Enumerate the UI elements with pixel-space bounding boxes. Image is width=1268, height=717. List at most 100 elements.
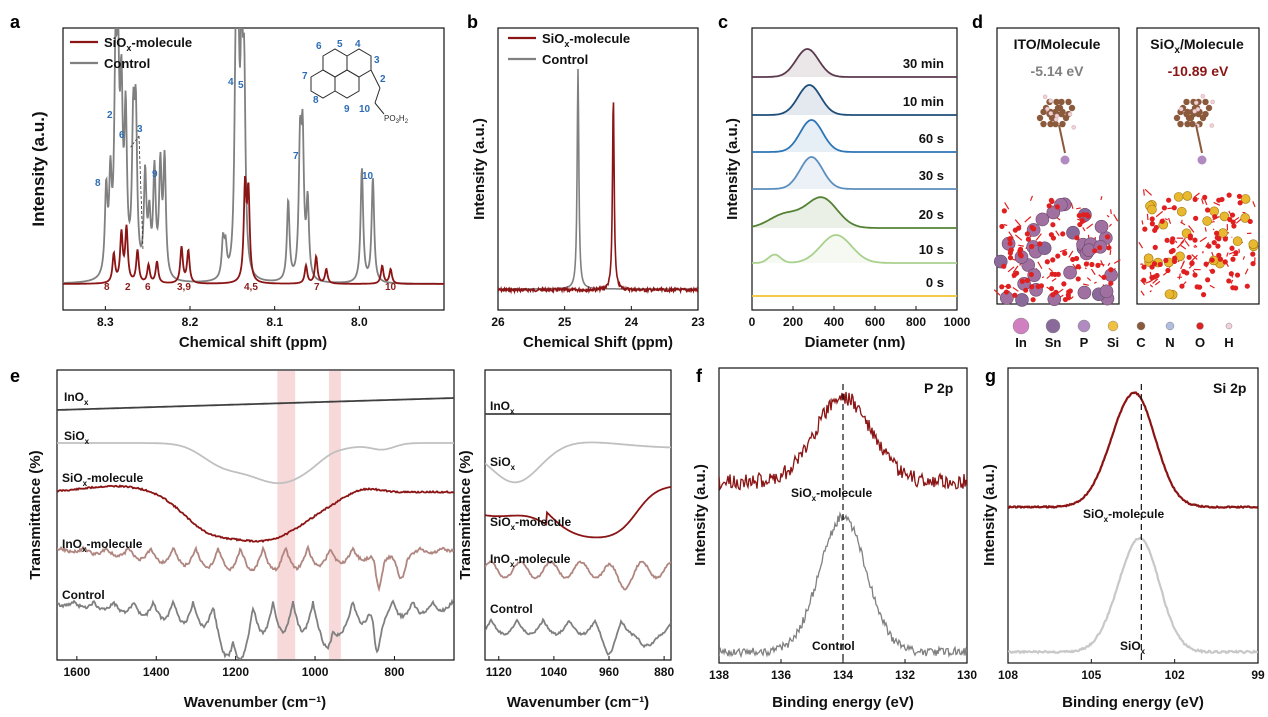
bond [1083, 283, 1089, 286]
bond [1191, 254, 1198, 260]
oxygen-atom [1170, 247, 1176, 254]
oxygen-atom [1192, 237, 1198, 243]
e-series-inox [57, 397, 454, 411]
oxygen-atom [1012, 292, 1018, 298]
oxygen-atom [1076, 212, 1082, 219]
carbon-atom [1052, 108, 1059, 116]
bond [1174, 240, 1178, 244]
oxygen-atom [1215, 243, 1221, 249]
oxygen-atom [1028, 271, 1034, 278]
hydrogen-atom [1048, 98, 1053, 104]
carbon-atom [1065, 98, 1072, 106]
atom-legend-marker [1012, 317, 1030, 335]
bond [1100, 196, 1103, 201]
oxygen-atom [1194, 284, 1200, 290]
hydrogen-atom [1210, 99, 1215, 105]
oxygen-atom [1025, 236, 1032, 242]
oxygen-atom [1007, 240, 1013, 247]
bond [1099, 263, 1105, 266]
carbon-atom [1189, 120, 1196, 128]
oxygen-atom [1065, 295, 1072, 301]
oxygen-atom [1050, 235, 1057, 241]
oxygen-atom [1163, 257, 1169, 263]
oxygen-atom [1101, 274, 1107, 280]
hydrogen-atom [1178, 106, 1184, 112]
molecule-peak-2: 2 [125, 282, 131, 293]
oxygen-atom [1227, 216, 1233, 223]
silicon-atom [1202, 216, 1212, 226]
silicon-atom [1232, 236, 1243, 247]
bond [1138, 241, 1144, 249]
bond [1048, 267, 1053, 272]
carbon-atom [1199, 114, 1207, 122]
oxygen-atom [1083, 261, 1090, 267]
oxygen-atom [1151, 261, 1158, 267]
g-series-siox [1008, 536, 1258, 655]
structure-label-5: 5 [337, 39, 343, 50]
e-tick-label: 1000 [302, 665, 329, 679]
oxygen-atom [1216, 197, 1222, 203]
a-tick-label: 8.2 [182, 315, 199, 329]
bond [1143, 189, 1145, 196]
oxygen-atom [1159, 218, 1165, 224]
bond [1008, 231, 1014, 239]
carbon-atom [1062, 114, 1070, 122]
oxygen-atom [1154, 272, 1160, 279]
atom-legend-marker [1136, 321, 1146, 331]
molecule-peak-3-9: 3,9 [177, 282, 191, 293]
bond [1072, 263, 1078, 270]
e2-tick-label: 1040 [541, 665, 568, 679]
c-series-label: 30 min [903, 56, 944, 71]
peak-3-leader [129, 135, 140, 149]
c-tick-label: 600 [865, 315, 885, 329]
oxygen-atom [1181, 268, 1187, 275]
atom-legend-marker [1225, 322, 1233, 330]
structure-label-2: 2 [380, 74, 386, 85]
g-series-siox-molecule [1008, 391, 1258, 510]
siox-molecule-energy: -10.89 eV [1168, 63, 1229, 79]
oxygen-atom [1149, 216, 1155, 222]
c-tick-label: 200 [783, 315, 803, 329]
oxygen-atom [1189, 260, 1195, 267]
control-peak-7: 7 [293, 151, 299, 162]
oxygen-atom [1141, 264, 1147, 270]
oxygen-atom [1229, 245, 1235, 251]
panel-e-ylabel: Transmittance (%) [27, 450, 44, 579]
oxygen-atom [1212, 214, 1218, 220]
bond [1100, 260, 1105, 267]
oxygen-atom [1075, 264, 1081, 270]
bond [1242, 256, 1246, 260]
control-peak-9: 9 [152, 169, 158, 180]
oxygen-atom [1104, 234, 1111, 240]
phosphorus-atom [1060, 155, 1070, 165]
panel-b-p31-nmr-chart: 26 25 24 23 Chemical Shift (ppm) Intensity … [471, 27, 705, 351]
oxygen-atom [1203, 261, 1209, 267]
oxygen-atom [1169, 239, 1175, 245]
oxygen-atom [1230, 256, 1236, 262]
bond [1068, 250, 1074, 258]
bond [1154, 280, 1161, 286]
oxygen-atom [1157, 261, 1163, 268]
control-peak-4: 4 [228, 77, 234, 88]
e2-label-inox: InOx [490, 399, 515, 416]
structure-label-3: 3 [374, 55, 380, 66]
silicon-atom [1219, 211, 1230, 222]
e-series-inox-molecule [57, 544, 454, 593]
oxygen-atom [1250, 261, 1256, 267]
e2-label-control: Control [490, 602, 533, 616]
peak-3-dashed-line [138, 135, 144, 251]
c-series-30-s [752, 156, 957, 190]
bond [1180, 221, 1186, 226]
oxygen-atom [1236, 193, 1243, 199]
pyrene-structure-icon [310, 48, 385, 115]
g-tick-label: 105 [1081, 668, 1101, 682]
indium-atom [1015, 293, 1029, 307]
atom-legend-label: Sn [1045, 335, 1062, 350]
b-tick-label: 24 [625, 315, 639, 329]
atom-legend-label: Si [1107, 335, 1119, 350]
bond [1193, 192, 1200, 198]
c-series-fill-30-min [752, 49, 957, 77]
hydrogen-atom [1192, 108, 1197, 114]
bond [1144, 188, 1153, 196]
atom-legend-marker [1107, 320, 1119, 332]
